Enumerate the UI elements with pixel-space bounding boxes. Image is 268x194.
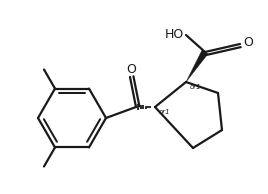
Text: or1: or1 [190, 84, 202, 90]
Text: HO: HO [165, 28, 184, 41]
Polygon shape [186, 50, 208, 82]
Text: O: O [126, 63, 136, 76]
Text: or1: or1 [159, 109, 171, 115]
Text: O: O [243, 36, 253, 49]
